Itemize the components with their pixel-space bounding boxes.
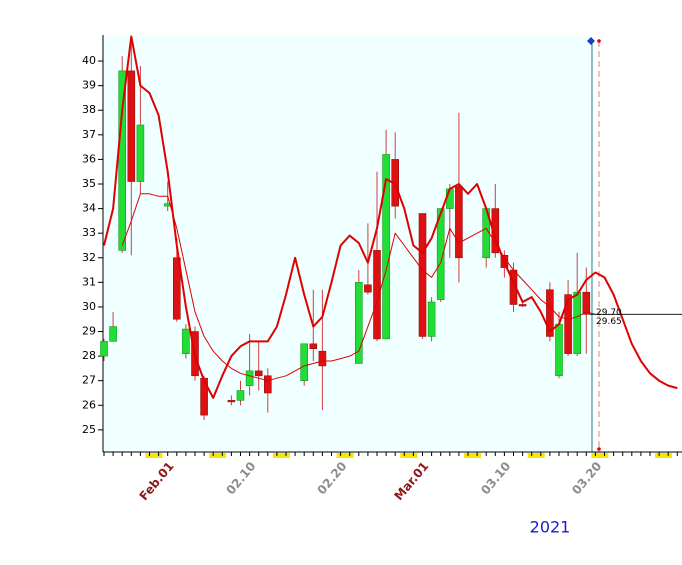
y-tick-label: 27 bbox=[82, 374, 96, 387]
y-tick-label: 40 bbox=[82, 54, 96, 67]
candle-body bbox=[300, 343, 309, 381]
candle-body bbox=[518, 304, 527, 307]
price-label: 29.65 bbox=[596, 317, 622, 327]
x-tick-label: Feb.01 bbox=[137, 459, 177, 503]
candle-body bbox=[455, 186, 463, 259]
y-tick-label: 29 bbox=[82, 325, 96, 338]
x-tick-label: 03.10 bbox=[478, 459, 513, 497]
candle-body bbox=[173, 257, 181, 320]
weekend-marker bbox=[272, 453, 290, 458]
candle-body bbox=[118, 70, 126, 251]
candle-body bbox=[546, 289, 554, 337]
weekend-marker bbox=[209, 453, 227, 458]
marker-diamond bbox=[587, 37, 595, 45]
plot-background bbox=[103, 35, 592, 452]
y-tick-label: 37 bbox=[82, 128, 96, 141]
y-tick-label: 33 bbox=[82, 226, 96, 239]
candle-body bbox=[382, 154, 390, 340]
candle-body bbox=[100, 341, 108, 357]
y-tick-label: 28 bbox=[82, 349, 96, 362]
ma-line bbox=[103, 35, 678, 399]
candle-body bbox=[373, 250, 381, 340]
candle-body bbox=[227, 400, 236, 403]
weekend-marker bbox=[145, 453, 163, 458]
y-tick-label: 35 bbox=[82, 177, 96, 190]
candle-body bbox=[364, 284, 372, 293]
candle-body bbox=[436, 208, 445, 300]
candle-body bbox=[573, 291, 582, 354]
candle-body bbox=[427, 301, 436, 337]
candle-body bbox=[136, 124, 145, 182]
marker-dot bbox=[597, 39, 601, 43]
price-label: 29.70 bbox=[596, 308, 622, 318]
x-tick-label: 03.20 bbox=[569, 459, 604, 497]
candle-body bbox=[354, 282, 363, 364]
weekend-marker bbox=[400, 453, 418, 458]
candle-body bbox=[555, 323, 563, 377]
candle-body bbox=[445, 188, 454, 209]
candle-body bbox=[582, 291, 591, 315]
y-tick-label: 25 bbox=[82, 423, 96, 436]
candle-body bbox=[245, 370, 254, 386]
weekend-marker bbox=[591, 453, 609, 458]
y-tick-label: 31 bbox=[82, 275, 96, 288]
y-tick-label: 36 bbox=[82, 152, 96, 165]
weekend-marker bbox=[655, 453, 673, 458]
candle-body bbox=[418, 213, 427, 337]
x-tick-label: Mar.01 bbox=[391, 459, 431, 503]
marker-dot bbox=[597, 447, 601, 451]
candle-body bbox=[236, 390, 245, 401]
weekend-marker bbox=[336, 453, 354, 458]
candle-body bbox=[127, 70, 136, 182]
candle-body bbox=[182, 328, 190, 354]
y-tick-label: 39 bbox=[82, 79, 96, 92]
candle-body bbox=[263, 375, 272, 394]
y-tick-label: 30 bbox=[82, 300, 96, 313]
candle-body bbox=[254, 370, 263, 377]
weekend-marker bbox=[527, 453, 545, 458]
candle-body bbox=[491, 208, 500, 254]
candle-body bbox=[109, 326, 117, 342]
weekend-marker bbox=[464, 453, 481, 458]
y-tick-label: 34 bbox=[82, 202, 96, 215]
y-tick-label: 32 bbox=[82, 251, 96, 264]
y-tick-label: 38 bbox=[82, 103, 96, 116]
candle-body bbox=[318, 350, 327, 367]
x-tick-label: 02.10 bbox=[223, 459, 258, 497]
candle-body bbox=[564, 294, 572, 354]
candle-body bbox=[309, 343, 318, 350]
x-tick-label: 02.20 bbox=[314, 459, 349, 497]
year-label: 2021 bbox=[530, 518, 571, 537]
ma-line bbox=[121, 193, 596, 382]
y-tick-label: 26 bbox=[82, 398, 96, 411]
